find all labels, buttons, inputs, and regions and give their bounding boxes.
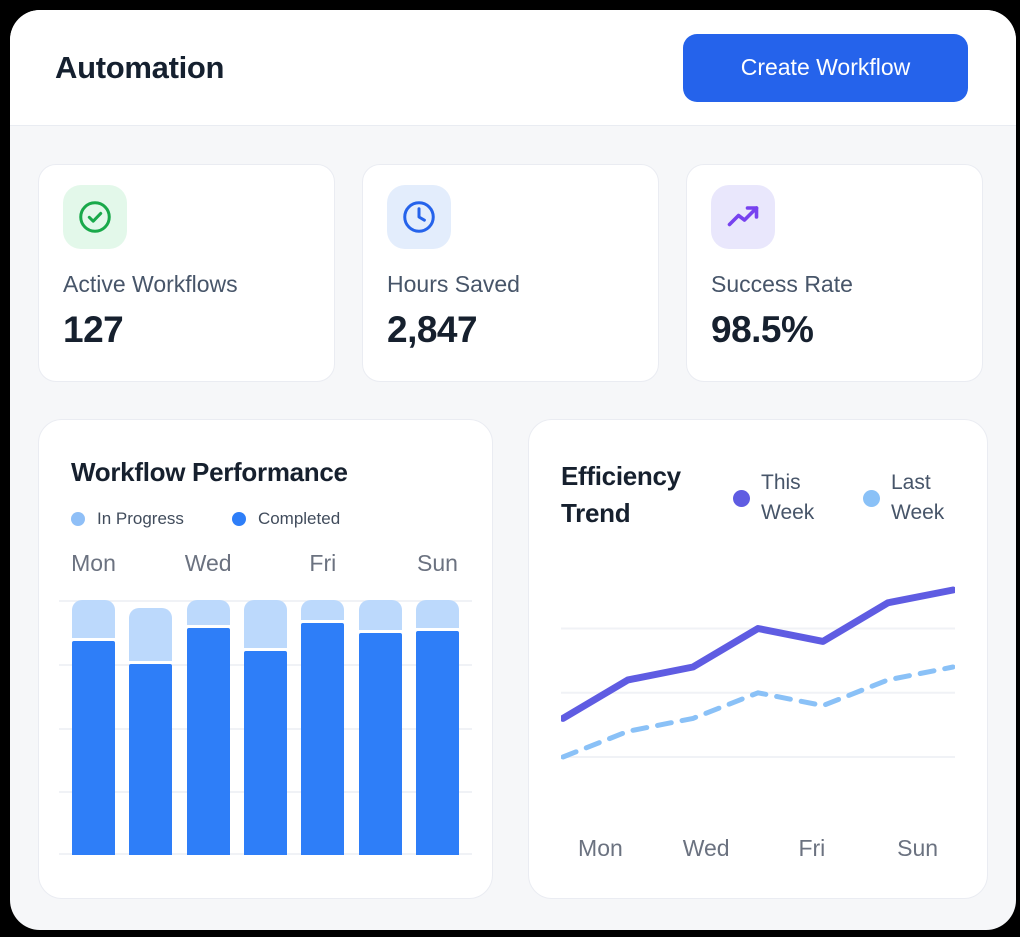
stacked-bar-wed: [186, 600, 230, 855]
axis-tick-label: Fri: [798, 835, 826, 861]
stat-value: 2,847: [387, 309, 478, 350]
bar-chart-plot: [59, 600, 472, 855]
clock-icon: [387, 185, 451, 249]
stacked-bar-fri: [301, 600, 345, 855]
stat-card-active-workflows: Active Workflows 127: [38, 164, 335, 382]
trend-chart-legend: This Week Last Week: [733, 458, 955, 532]
bar-segment-completed: [186, 628, 230, 855]
page-title: Automation: [55, 49, 225, 85]
axis-tick-label: Sun: [897, 835, 939, 861]
tick-slot: Mon: [71, 550, 116, 578]
charts-row: Workflow Performance In Progress Complet…: [10, 382, 1016, 899]
app-window: Automation Create Workflow Active Workfl…: [10, 10, 1016, 930]
tick-slot: [733, 835, 786, 863]
bar-segment-in-progress: [243, 600, 287, 648]
stat-value: 98.5%: [711, 309, 814, 350]
legend-label: In Progress: [97, 508, 184, 528]
chart-title: Efficiency Trend: [561, 461, 681, 528]
last-week-dot-icon: [863, 489, 880, 507]
header: Automation Create Workflow: [10, 10, 1016, 126]
bars-row: [59, 600, 472, 855]
axis-tick-label: Wed: [184, 550, 232, 576]
legend-item-last-week: Last Week: [863, 464, 955, 532]
bar-segment-in-progress: [129, 607, 173, 661]
axis-tick-label: Fri: [309, 550, 337, 576]
this-week-line: [561, 586, 955, 722]
tick-slot: [627, 835, 680, 863]
completed-dot-icon: [231, 511, 246, 526]
axis-tick-label: Sun: [417, 550, 458, 576]
tick-slot: Mon: [574, 835, 627, 863]
stacked-bar-thu: [243, 600, 287, 855]
stat-card-success-rate: Success Rate 98.5%: [686, 164, 983, 382]
legend-label: Completed: [257, 508, 341, 528]
tick-slot: Wed: [680, 835, 733, 863]
trend-chart-plot: [561, 575, 957, 825]
legend-item-this-week: This Week: [733, 464, 825, 532]
tick-slot: Fri: [301, 550, 344, 578]
bar-segment-completed: [415, 630, 459, 855]
legend-label: Last Week: [891, 471, 945, 524]
axis-tick-label: Mon: [71, 550, 116, 576]
create-workflow-button[interactable]: Create Workflow: [683, 33, 968, 102]
bar-chart-x-axis-labels: Mon Wed Fri Sun: [59, 550, 472, 578]
workflow-performance-header: Workflow Performance In Progress Complet…: [39, 420, 492, 529]
stat-value: 127: [63, 309, 124, 350]
last-week-line: [561, 664, 955, 760]
axis-tick-label: Wed: [682, 835, 730, 861]
tick-slot: Wed: [184, 550, 232, 578]
tick-slot: Sun: [891, 835, 944, 863]
efficiency-trend-header: Efficiency Trend This Week Last Week: [529, 420, 987, 532]
stat-label: Active Workflows: [63, 271, 238, 297]
stat-label: Hours Saved: [387, 271, 520, 297]
bar-segment-completed: [243, 651, 287, 855]
tick-slot: [129, 550, 172, 578]
legend-item-in-progress: In Progress: [71, 509, 184, 529]
trend-chart-x-axis-labels: Mon Wed Fri Sun: [561, 835, 957, 863]
bar-chart-legend: In Progress Completed: [71, 508, 460, 529]
stacked-bar-sat: [358, 600, 402, 855]
tick-slot: [244, 550, 287, 578]
bar-segment-completed: [72, 640, 115, 855]
legend-item-completed: Completed: [231, 508, 341, 529]
axis-tick-label: Mon: [578, 835, 623, 861]
workflow-performance-card: Workflow Performance In Progress Complet…: [38, 419, 493, 899]
tick-slot: Fri: [785, 835, 838, 863]
this-week-dot-icon: [733, 489, 750, 507]
bar-segment-completed: [301, 622, 345, 855]
bar-segment-in-progress: [415, 600, 459, 628]
stacked-bar-mon: [72, 600, 115, 855]
bar-segment-completed: [358, 633, 402, 855]
check-circle-icon: [63, 185, 127, 249]
tick-slot: [838, 835, 891, 863]
bar-segment-completed: [129, 663, 173, 855]
stacked-bar-tue: [129, 607, 173, 855]
in-progress-dot-icon: [71, 511, 85, 526]
bar-segment-in-progress: [186, 600, 230, 625]
trending-up-icon: [711, 185, 775, 249]
tick-slot: [359, 550, 402, 578]
stats-row: Active Workflows 127 Hours Saved 2,847 S…: [10, 126, 1016, 382]
stat-label: Success Rate: [711, 271, 853, 297]
bar-segment-in-progress: [72, 600, 115, 638]
stacked-bar-sun: [415, 600, 459, 855]
chart-title: Workflow Performance: [71, 457, 348, 487]
bar-segment-in-progress: [301, 600, 345, 620]
stat-card-hours-saved: Hours Saved 2,847: [362, 164, 659, 382]
tick-slot: Sun: [416, 550, 459, 578]
legend-label: This Week: [761, 471, 815, 524]
bar-segment-in-progress: [358, 600, 402, 631]
efficiency-trend-card: Efficiency Trend This Week Last Week: [528, 419, 988, 899]
